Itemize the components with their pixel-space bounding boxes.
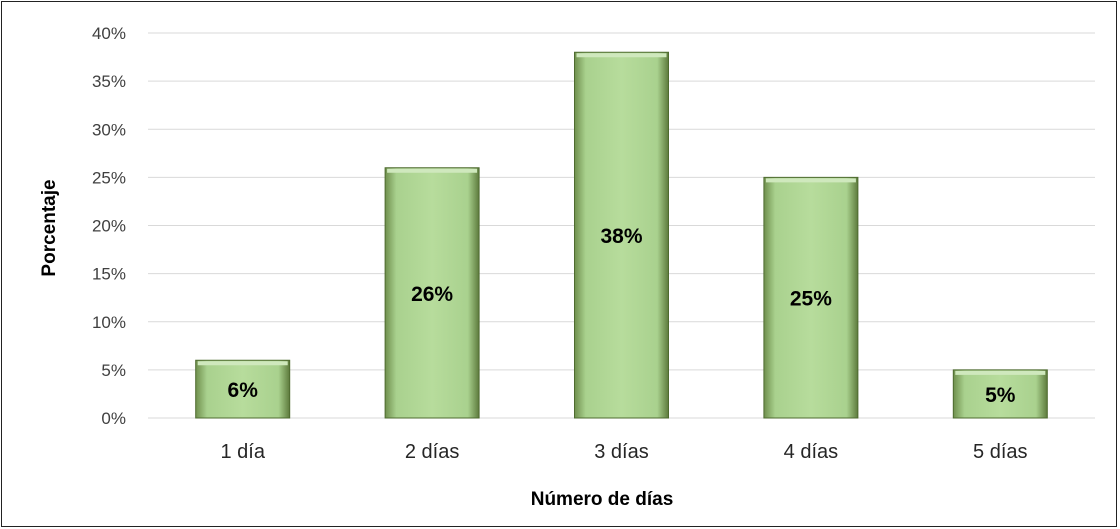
bar-bevel — [765, 178, 856, 183]
x-tick-label: 5 días — [973, 441, 1027, 463]
data-label: 5% — [985, 384, 1016, 407]
x-axis-title: Número de días — [531, 489, 674, 510]
bar — [384, 167, 480, 419]
bar-bevel — [387, 168, 478, 173]
bar — [952, 369, 1048, 419]
data-label: 6% — [228, 379, 259, 402]
y-tick-label: 25% — [92, 168, 126, 187]
y-tick-label: 0% — [101, 409, 126, 428]
x-tick-label: 1 día — [220, 441, 265, 463]
bar-bevel — [955, 370, 1046, 375]
x-tick-label: 2 días — [405, 441, 459, 463]
y-tick-label: 10% — [92, 313, 126, 332]
x-tick-label: 3 días — [594, 441, 648, 463]
y-tick-label: 30% — [92, 120, 126, 139]
bar-bevel — [197, 361, 288, 366]
y-tick-label: 15% — [92, 265, 126, 284]
data-label: 26% — [411, 283, 453, 306]
bars — [195, 51, 1048, 419]
data-label: 38% — [600, 225, 642, 248]
x-tick-label: 4 días — [784, 441, 838, 463]
y-tick-label: 5% — [101, 361, 126, 380]
y-tick-label: 40% — [92, 24, 126, 43]
data-label: 25% — [790, 288, 832, 311]
y-tick-labels: 0% 5% 10% 15% 20% 25% 30% 35% 40% — [92, 24, 126, 428]
bar — [195, 359, 291, 419]
y-axis-title: Porcentaje — [39, 179, 60, 276]
bar-bevel — [576, 53, 667, 58]
data-labels: 6% 26% 38% 25% 5% — [228, 225, 1016, 407]
y-tick-label: 35% — [92, 72, 126, 91]
x-tick-labels: 1 día 2 días 3 días 4 días 5 días — [220, 441, 1027, 463]
bar — [763, 176, 859, 419]
bar — [574, 51, 669, 419]
y-tick-label: 20% — [92, 217, 126, 236]
